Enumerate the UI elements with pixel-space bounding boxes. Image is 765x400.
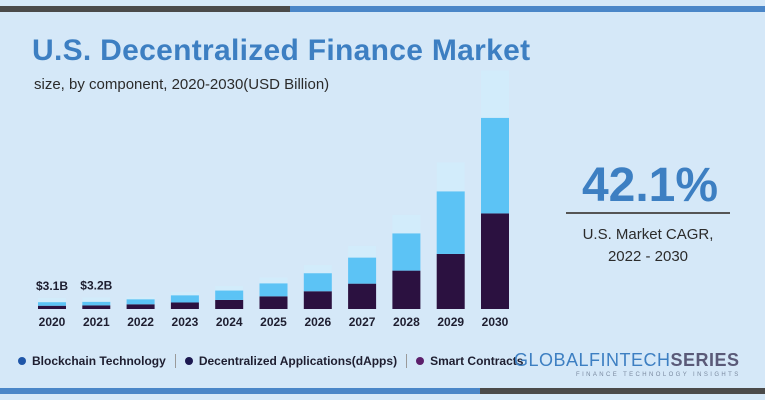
- bar-segment-middle: [215, 290, 244, 300]
- bar-segment-middle: [348, 257, 377, 284]
- legend-dot-icon: [416, 357, 425, 365]
- bar-segment-middle: [170, 295, 199, 303]
- legend-dot-icon: [18, 357, 26, 365]
- bar-segment-bottom: [215, 299, 244, 309]
- x-tick-label: 2020: [39, 315, 66, 329]
- bar-segment-bottom: [38, 305, 66, 309]
- brand-name: GLOBALFINTECHSERIES: [514, 350, 741, 371]
- legend-label-dapps: Decentralized Applications(dApps): [198, 354, 398, 368]
- legend-item-smart-contracts: Smart Contracts: [416, 354, 523, 368]
- bar-segment-bottom: [170, 302, 199, 309]
- top-accent-bar-dark: [0, 6, 290, 12]
- bar-segment-middle: [436, 191, 465, 254]
- bar-segment-middle: [303, 273, 332, 292]
- bar-segment-middle: [126, 299, 155, 305]
- chart-title: U.S. Decentralized Finance Market: [32, 34, 531, 67]
- bar-segment-top: [259, 277, 288, 284]
- bar-segment-middle: [82, 301, 111, 306]
- cagr-value: 42.1%: [581, 159, 719, 212]
- x-tick-label: 2021: [83, 315, 110, 329]
- bar-segment-bottom: [348, 283, 377, 309]
- x-tick-label: 2026: [304, 315, 331, 329]
- bar-segment-bottom: [436, 253, 465, 309]
- bar-segment-top: [392, 214, 421, 234]
- bar-segment-middle: [481, 117, 509, 214]
- x-tick-label: 2028: [393, 315, 420, 329]
- x-tick-label: 2027: [349, 315, 376, 329]
- chart-subtitle: size, by component, 2020-2030(USD Billio…: [34, 76, 330, 93]
- x-tick-label: 2025: [260, 315, 287, 329]
- legend-item-dapps: Decentralized Applications(dApps): [184, 354, 398, 368]
- cagr-label-line1: U.S. Market CAGR,: [582, 226, 714, 243]
- bar-segment-middle: [392, 233, 421, 271]
- bar-segment-bottom: [82, 305, 111, 309]
- bar-segment-top: [126, 297, 155, 300]
- x-tick-label: 2022: [127, 315, 154, 329]
- bar-segment-bottom: [481, 213, 509, 309]
- brand-name-part1: GLOBALFINTECH: [514, 350, 671, 370]
- x-tick-label: 2029: [437, 315, 464, 329]
- cagr-divider: [566, 212, 730, 214]
- bar-segment-top: [436, 162, 465, 192]
- legend-dot-icon: [184, 357, 193, 365]
- cagr-label: U.S. Market CAGR, 2022 - 2030: [560, 224, 736, 268]
- bar-segment-top: [481, 70, 509, 118]
- x-tick-label: 2024: [216, 315, 243, 329]
- bar-segment-bottom: [303, 291, 332, 309]
- bar-segment-bottom: [259, 296, 288, 309]
- brand-logo: GLOBALFINTECHSERIES FINANCE TECHNOLOGY I…: [514, 350, 741, 378]
- chart-legend: Blockchain Technology Decentralized Appl…: [18, 354, 523, 368]
- bar-segment-top: [303, 265, 332, 274]
- bar-segment-top: [82, 297, 111, 302]
- legend-separator: [406, 354, 408, 368]
- bar-segment-top: [170, 291, 199, 296]
- brand-tagline: FINANCE TECHNOLOGY INSIGHTS: [576, 372, 741, 378]
- legend-label-blockchain: Blockchain Technology: [32, 354, 166, 368]
- data-label: $3.1B: [36, 279, 68, 293]
- x-tick-label: 2023: [172, 315, 199, 329]
- legend-separator: [174, 354, 176, 368]
- bar-segment-top: [215, 286, 244, 291]
- legend-label-smart-contracts: Smart Contracts: [430, 354, 524, 368]
- bar-segment-middle: [259, 283, 288, 297]
- bar-segment-top: [348, 245, 377, 258]
- bottom-accent-bar-blue: [0, 388, 480, 394]
- bar-segment-bottom: [126, 304, 155, 309]
- bar-segment-top: [38, 297, 66, 303]
- bottom-accent-bar-dark: [480, 388, 765, 394]
- top-accent-bar-blue: [290, 6, 765, 12]
- data-label: $3.2B: [80, 278, 112, 292]
- bar-segment-bottom: [392, 270, 421, 309]
- brand-name-part2: SERIES: [670, 350, 740, 370]
- bar-segment-middle: [38, 302, 66, 306]
- cagr-label-line2: 2022 - 2030: [607, 248, 689, 265]
- x-tick-label: 2030: [482, 315, 509, 329]
- legend-item-blockchain: Blockchain Technology: [18, 354, 166, 368]
